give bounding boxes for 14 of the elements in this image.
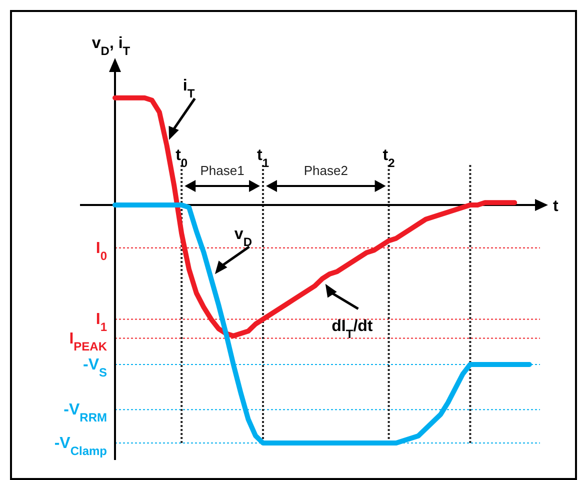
x-tick-label: t$_{1}$ <box>256 147 270 170</box>
x-axis-title: t <box>553 198 559 215</box>
y-axis-title: v$_{D}$, i$_{T}$ <box>92 35 131 58</box>
ref-line-label: -V$_{Clamp}$ <box>54 435 107 458</box>
annotation: dI$_{T}$/dt <box>332 318 374 341</box>
x-tick-label: t$_{0}$ <box>176 147 188 170</box>
annotation: v$_{D}$ <box>234 226 252 249</box>
ref-line-label: -V$_{S}$ <box>82 356 107 380</box>
annotation: Phase2 <box>304 163 348 178</box>
ref-line-label: I$_{0}$ <box>96 240 108 263</box>
annotation: Phase1 <box>200 163 244 178</box>
annotation: i$_{T}$ <box>182 78 196 100</box>
x-tick-label: t$_{2}$ <box>382 147 396 170</box>
ref-line-label: -V$_{RRM}$ <box>64 402 108 425</box>
